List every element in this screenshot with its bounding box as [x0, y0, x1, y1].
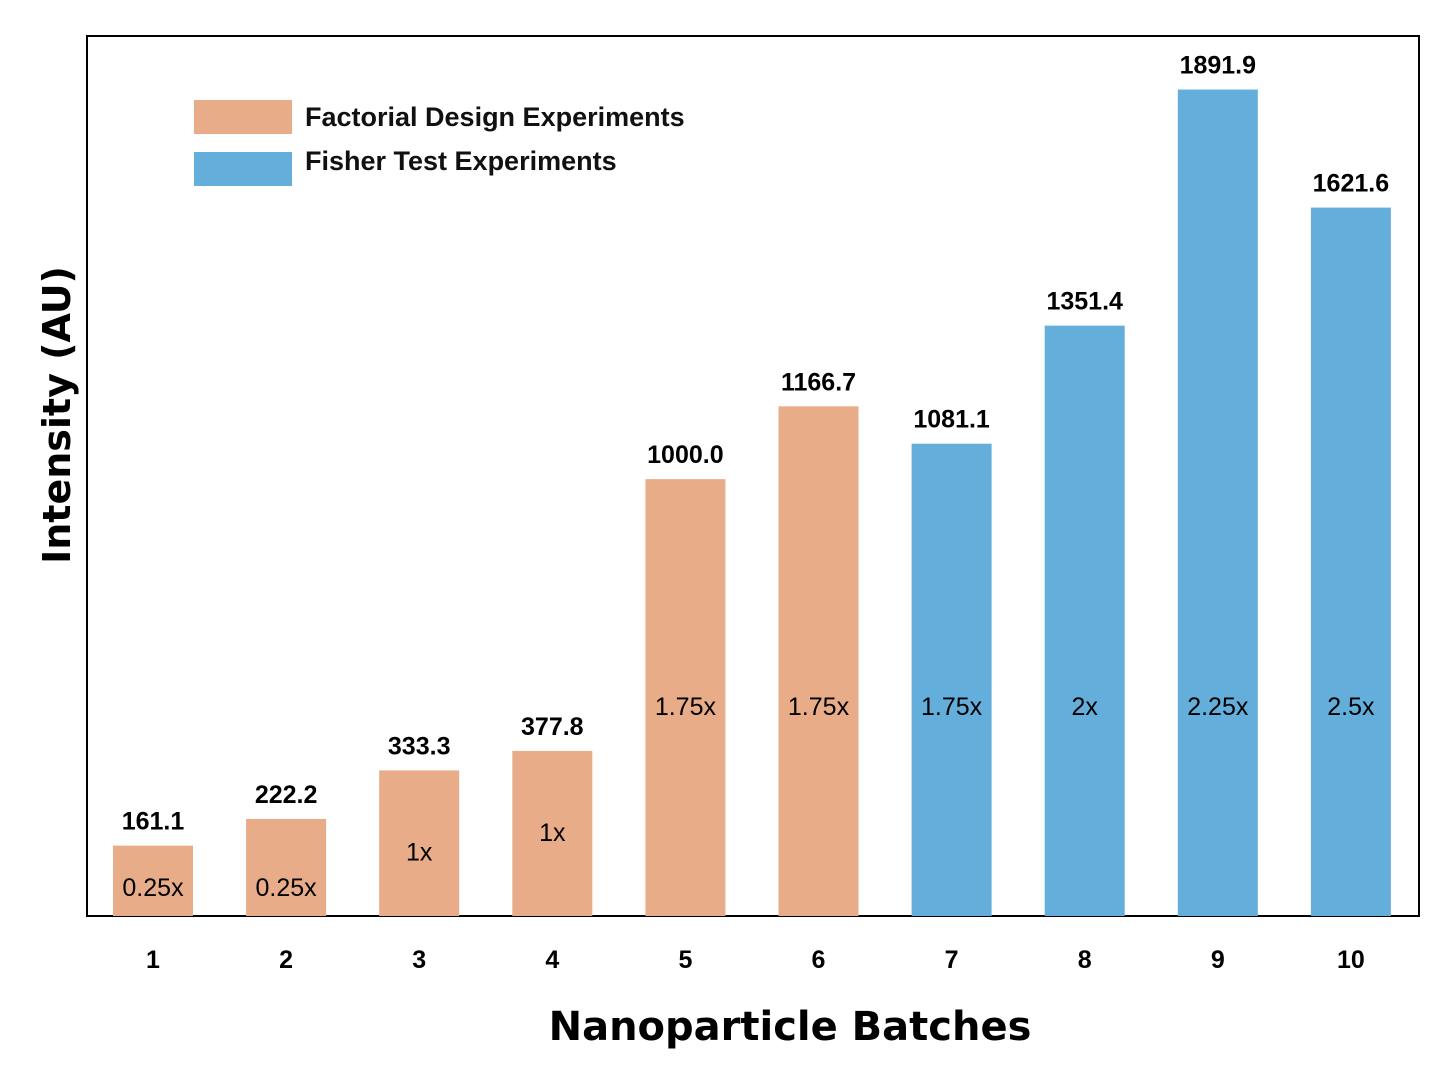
y-axis-label: Intensity (AU) — [35, 266, 79, 564]
bar-batch-7 — [911, 443, 992, 916]
value-label-batch-7: 1081.1 — [913, 406, 990, 434]
legend-label-fisher-test: Fisher Test Experiments — [305, 146, 617, 176]
x-tick-label-4: 4 — [545, 946, 559, 974]
value-label-batch-2: 222.2 — [255, 781, 318, 809]
legend-swatch-factorial-design — [194, 100, 292, 134]
multiplier-label-batch-5: 1.75x — [655, 693, 717, 721]
multiplier-label-batch-2: 0.25x — [256, 874, 318, 902]
multiplier-label-batch-1: 0.25x — [122, 874, 184, 902]
legend-label-factorial-design: Factorial Design Experiments — [305, 102, 685, 132]
value-label-batch-3: 333.3 — [388, 732, 451, 760]
bar-batch-10 — [1310, 207, 1391, 917]
multiplier-label-batch-8: 2x — [1071, 693, 1098, 721]
value-label-batch-8: 1351.4 — [1046, 288, 1123, 316]
x-tick-label-1: 1 — [146, 946, 160, 974]
x-tick-label-10: 10 — [1337, 946, 1365, 974]
value-label-batch-9: 1891.9 — [1180, 52, 1256, 80]
multiplier-label-batch-3: 1x — [406, 838, 433, 866]
x-tick-label-9: 9 — [1211, 946, 1225, 974]
bar-batch-8 — [1044, 325, 1125, 917]
multiplier-label-batch-4: 1x — [539, 819, 566, 847]
multiplier-label-batch-7: 1.75x — [921, 693, 983, 721]
labels-layer: 161.1 0.25x 222.2 0.25x 333.3 1x 377.8 1x 1000.0… — [122, 52, 1389, 902]
value-label-batch-10: 1621.6 — [1313, 170, 1389, 198]
x-tick-label-5: 5 — [678, 946, 692, 974]
x-tick-label-3: 3 — [412, 946, 426, 974]
x-tick-label-2: 2 — [279, 946, 293, 974]
multiplier-label-batch-10: 2.5x — [1327, 693, 1375, 721]
bars-layer — [113, 89, 1391, 917]
bar-batch-5 — [645, 479, 726, 916]
bar-batch-2 — [246, 818, 327, 916]
bar-batch-6 — [778, 406, 859, 916]
value-label-batch-6: 1166.7 — [781, 368, 856, 396]
x-tick-label-6: 6 — [812, 946, 826, 974]
x-axis-label: Nanoparticle Batches — [549, 1004, 1032, 1050]
value-label-batch-1: 161.1 — [122, 808, 185, 836]
x-tick-label-8: 8 — [1078, 946, 1092, 974]
legend-swatch-fisher-test — [194, 152, 292, 186]
value-label-batch-4: 377.8 — [521, 713, 584, 741]
legend: Factorial Design Experiments Fisher Test … — [194, 100, 685, 186]
plot-frame — [86, 35, 1420, 917]
bar-batch-4 — [512, 750, 593, 916]
bar-batch-9 — [1177, 89, 1258, 916]
value-label-batch-5: 1000.0 — [647, 441, 723, 469]
bar-batch-3 — [379, 770, 460, 916]
bar-batch-1 — [113, 845, 193, 916]
multiplier-label-batch-6: 1.75x — [788, 693, 850, 721]
multiplier-label-batch-9: 2.25x — [1187, 693, 1249, 721]
x-tick-labels: 1 2 3 4 5 6 7 8 9 10 — [146, 946, 1365, 974]
x-tick-label-7: 7 — [945, 946, 959, 974]
